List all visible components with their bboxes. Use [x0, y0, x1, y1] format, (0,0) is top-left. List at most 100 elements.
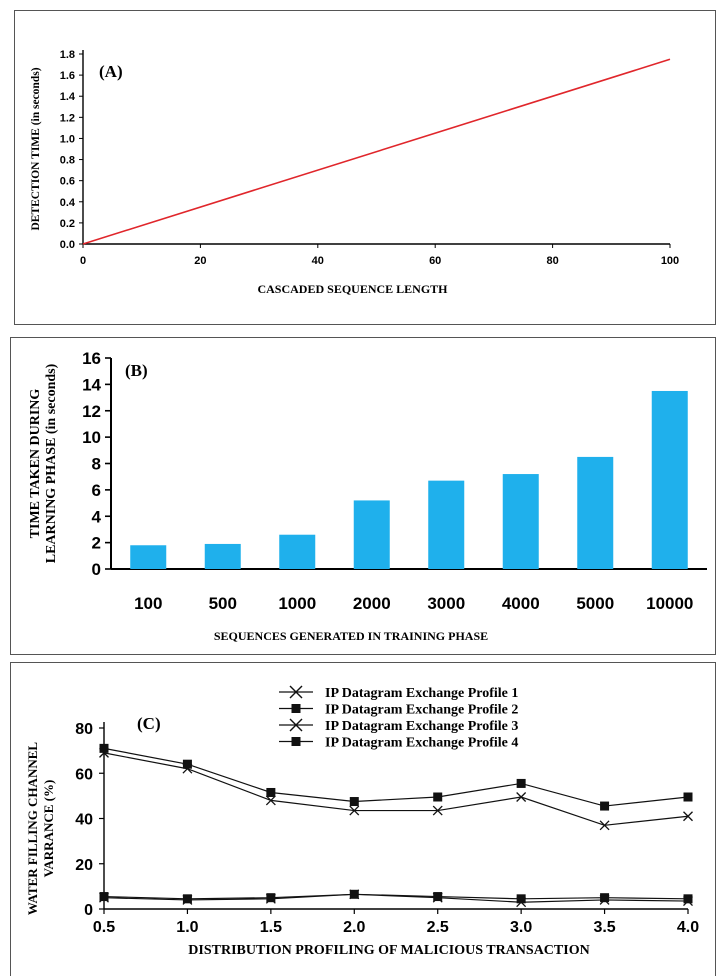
chart-c-y-axis-label-line-1: WATER FILLING CHANNEL — [25, 742, 40, 915]
chart-b-x-tick-label: 1000 — [278, 594, 316, 613]
chart-b-x-tick-label: 100 — [134, 594, 162, 613]
chart-a-y-tick-label: 1.6 — [60, 70, 75, 82]
chart-c-legend-marker-stroke-2 — [289, 718, 303, 732]
chart-c-series-2-point — [600, 801, 610, 811]
chart-c-y-tick-label: 0 — [84, 902, 93, 919]
chart-a-y-tick-label: 0.6 — [60, 176, 75, 188]
chart-a-y-tick-label: 1.8 — [60, 49, 75, 61]
chart-b-x-tick-label: 10000 — [646, 594, 693, 613]
chart-panel-c: 0 20 40 60 80 0.5 1.0 1.5 2.0 2.5 3.0 3.5 4.0 IP Data… — [10, 662, 716, 976]
chart-c-series-2-line — [103, 747, 689, 807]
chart-c-series-1-point-stroke-2 — [683, 811, 693, 822]
chart-c-series-1-point-stroke-2 — [516, 792, 527, 802]
chart-b-bar — [428, 480, 465, 569]
chart-c-svg: 0 20 40 60 80 0.5 1.0 1.5 2.0 2.5 3.0 3.5 4.0 IP Data… — [25, 685, 699, 958]
chart-c-series-2-point — [99, 743, 109, 753]
chart-panel-b: 0 2 4 6 8 10 12 14 16 100 500 1000 2000 3000 4000 5000 1… — [10, 337, 716, 655]
chart-b-y-axis-label-line-1: TIME TAKEN DURING — [28, 389, 43, 539]
chart-c-x-tick-label: 1.5 — [260, 919, 282, 936]
chart-c-legend-marker — [291, 704, 301, 713]
chart-c-series-4-point — [266, 893, 276, 903]
chart-b-y-tick-label: 14 — [82, 375, 101, 394]
chart-c-x-axis-label: DISTRIBUTION PROFILING OF MALICIOUS TRAN… — [188, 943, 589, 958]
chart-c-series-1-point — [516, 792, 527, 802]
chart-c-series-1-point — [599, 820, 610, 831]
chart-b-bar — [651, 390, 688, 569]
chart-c-y-tick-label: 60 — [75, 766, 93, 783]
chart-c-series-4-point — [433, 892, 443, 902]
chart-a-x-tick-label: 100 — [661, 255, 679, 267]
chart-a-y-tick-label: 1.2 — [60, 112, 75, 124]
chart-b-y-tick-label: 2 — [92, 534, 101, 553]
chart-c-legend-label: IP Datagram Exchange Profile 1 — [325, 686, 518, 701]
chart-a-y-tick-label: 0.0 — [60, 239, 75, 251]
chart-c-series-2-point — [266, 787, 276, 797]
chart-a-x-tick-label: 0 — [80, 255, 86, 267]
chart-b-x-tick-label: 3000 — [427, 594, 465, 613]
chart-c-series-2-point — [182, 759, 192, 769]
chart-b-y-tick-label: 12 — [82, 402, 101, 421]
chart-c-x-tick-label: 2.5 — [427, 919, 449, 936]
chart-b-y-tick-label: 6 — [92, 481, 101, 500]
chart-b-x-axis-label: SEQUENCES GENERATED IN TRAINING PHASE — [214, 629, 488, 643]
chart-c-series-4-line — [103, 893, 689, 900]
chart-c-series-2-point — [683, 792, 693, 802]
chart-b-bar — [130, 545, 167, 569]
chart-b-y-tick-label: 4 — [92, 507, 102, 526]
chart-c-series-4-point — [683, 894, 693, 904]
chart-c-series-2-point — [433, 792, 443, 802]
chart-a-y-tick-label: 1.0 — [60, 133, 75, 145]
chart-b-svg: 0 2 4 6 8 10 12 14 16 100 500 1000 2000 3000 4000 5000 1… — [28, 349, 707, 643]
chart-c-series-4-point — [99, 892, 109, 902]
chart-c-y-tick-label: 40 — [75, 812, 93, 829]
chart-b-bar — [204, 543, 241, 569]
chart-c-legend-label: IP Datagram Exchange Profile 3 — [325, 719, 518, 734]
chart-b-panel-label: (B) — [125, 361, 148, 380]
chart-c-series-1-point — [683, 811, 693, 822]
chart-a-svg: 0.0 0.2 0.4 0.6 0.8 1.0 1.2 1.4 1.6 1.8 0 20 40 60 80 1… — [30, 49, 679, 296]
chart-c-x-tick-label: 0.5 — [93, 919, 115, 936]
chart-c-series-2-point — [349, 797, 359, 807]
chart-a-x-tick-label: 80 — [546, 255, 558, 267]
chart-b-bar — [502, 474, 539, 569]
chart-c-y-tick-label: 80 — [75, 721, 93, 738]
chart-a-x-tick-label: 40 — [312, 255, 324, 267]
chart-a-y-tick-label: 0.8 — [60, 155, 75, 167]
chart-c-series-2-point — [516, 778, 526, 788]
chart-c-legend-label: IP Datagram Exchange Profile 2 — [325, 703, 518, 718]
chart-b-y-axis-label-line-2: LEARNING PHASE (in seconds) — [44, 363, 59, 563]
chart-c-series-4-point — [182, 894, 192, 904]
chart-b-y-tick-label: 10 — [82, 428, 101, 447]
chart-c-legend-marker — [291, 737, 301, 746]
chart-c-series-1-point-stroke-2 — [432, 805, 443, 816]
chart-a-y-tick-label: 1.4 — [60, 91, 76, 103]
chart-a-y-axis-label: DETECTION TIME (in seconds) — [30, 67, 42, 230]
chart-c-y-axis-label-line-2: VARRANCE (%) — [41, 780, 56, 878]
chart-c-series-1-point-stroke-2 — [599, 820, 610, 831]
chart-c-x-tick-label: 4.0 — [677, 919, 699, 936]
chart-b-y-tick-label: 8 — [92, 455, 101, 474]
chart-c-series-1-point — [265, 795, 276, 806]
chart-b-y-tick-label: 16 — [82, 349, 101, 368]
chart-c-x-tick-label: 2.0 — [343, 919, 365, 936]
chart-c-legend-marker — [289, 718, 303, 732]
chart-c-panel-label: (C) — [137, 714, 161, 733]
chart-c-legend-marker — [289, 685, 303, 699]
chart-a-x-tick-label: 20 — [194, 255, 206, 267]
chart-c-series-4-point — [600, 893, 610, 903]
chart-b-bar — [577, 456, 614, 569]
chart-c-legend-marker-stroke-2 — [289, 685, 303, 699]
chart-c-x-tick-label: 3.5 — [593, 919, 615, 936]
chart-b-y-tick-label: 0 — [92, 560, 101, 579]
chart-a-series-line — [82, 58, 671, 245]
chart-b-bar — [353, 500, 390, 569]
chart-b-x-tick-label: 5000 — [576, 594, 614, 613]
chart-c-series-1-line — [103, 752, 689, 826]
chart-b-x-tick-label: 500 — [209, 594, 237, 613]
chart-a-y-tick-label: 0.4 — [60, 197, 76, 209]
chart-c-x-tick-label: 3.0 — [510, 919, 532, 936]
chart-c-series-4-point — [349, 889, 359, 899]
chart-panel-a: 0.0 0.2 0.4 0.6 0.8 1.0 1.2 1.4 1.6 1.8 0 20 40 60 80 1… — [14, 10, 716, 325]
chart-c-y-tick-label: 20 — [75, 857, 93, 874]
chart-c-series-1-point-stroke-2 — [265, 795, 276, 806]
